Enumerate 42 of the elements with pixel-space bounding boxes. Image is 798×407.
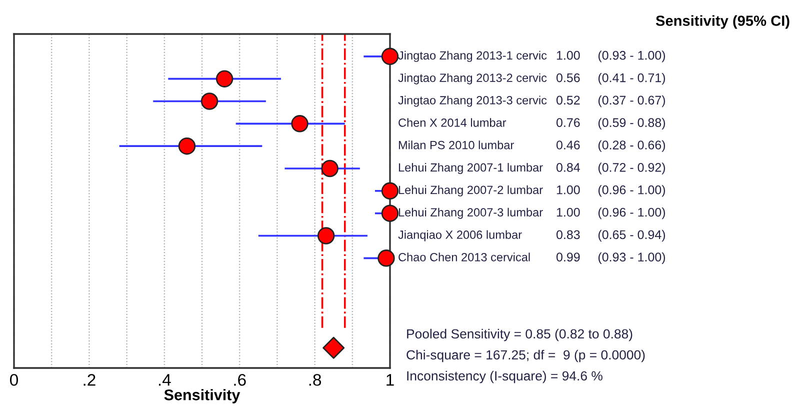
- point: [317, 227, 335, 244]
- point: [200, 92, 218, 110]
- y-tick-label: Lehui Zhang 2007-2 lumbar: [398, 185, 543, 196]
- legend-title: Sensitivity (95% CI): [656, 15, 790, 29]
- y-tick-label: Milan PS 2010 lumbar: [398, 140, 514, 150]
- point: [381, 48, 399, 66]
- point: [381, 204, 399, 222]
- x-axis-title: Sensitivity: [164, 389, 240, 404]
- point: [178, 137, 196, 155]
- x-tick-label: .6: [234, 374, 246, 386]
- text: Chi-square = 167.25; df = 9 (p = 0.0000): [406, 350, 645, 362]
- point: [381, 182, 399, 200]
- y-tick-label: Jingtao Zhang 2013-1 cervic: [398, 50, 547, 62]
- x-tick-label: .2: [84, 374, 96, 386]
- data-label: 0.46 (0.28 - 0.66): [556, 140, 666, 152]
- point: [321, 160, 338, 178]
- text: Pooled Sensitivity = 0.85 (0.82 to 0.88): [407, 328, 632, 342]
- data-label: 1.00 (0.96 - 1.00): [556, 185, 666, 197]
- point: [378, 250, 395, 267]
- data-label: 0.99 (0.93 - 1.00): [556, 252, 666, 264]
- x-tick-label: 0: [10, 374, 18, 386]
- y-tick-label: Jingtao Zhang 2013-2 cervic: [398, 73, 547, 84]
- y-tick-label: Lehui Zhang 2007-1 lumbar: [398, 162, 543, 174]
- data-label: 0.52 (0.37 - 0.67): [556, 95, 666, 108]
- point: [322, 336, 345, 359]
- text: Inconsistency (I-square) = 94.6 %: [407, 370, 602, 384]
- point: [216, 70, 234, 88]
- y-tick-label: Chen X 2014 lumbar: [398, 118, 506, 127]
- x-tick-label: .8: [309, 374, 322, 386]
- x-tick-label: 1: [386, 374, 394, 386]
- point: [291, 115, 308, 132]
- data-label: 0.76 (0.59 - 0.88): [556, 118, 666, 130]
- y-tick-label: Jianqiao X 2006 lumbar: [398, 230, 522, 242]
- data-label: 0.56 (0.41 - 0.71): [556, 73, 666, 85]
- x-tick-label: .4: [158, 374, 171, 386]
- y-tick-label: Chao Chen 2013 cervical: [398, 252, 530, 262]
- data-label: 1.00 (0.93 - 1.00): [556, 50, 666, 62]
- y-tick-label: Jingtao Zhang 2013-3 cervic: [398, 96, 547, 107]
- y-tick-label: Lehui Zhang 2007-3 lumbar: [398, 208, 543, 219]
- data-label: 1.00 (0.96 - 1.00): [556, 208, 666, 220]
- data-label: 0.84 (0.72 - 0.92): [556, 162, 666, 174]
- data-label: 0.83 (0.65 - 0.94): [556, 230, 666, 242]
